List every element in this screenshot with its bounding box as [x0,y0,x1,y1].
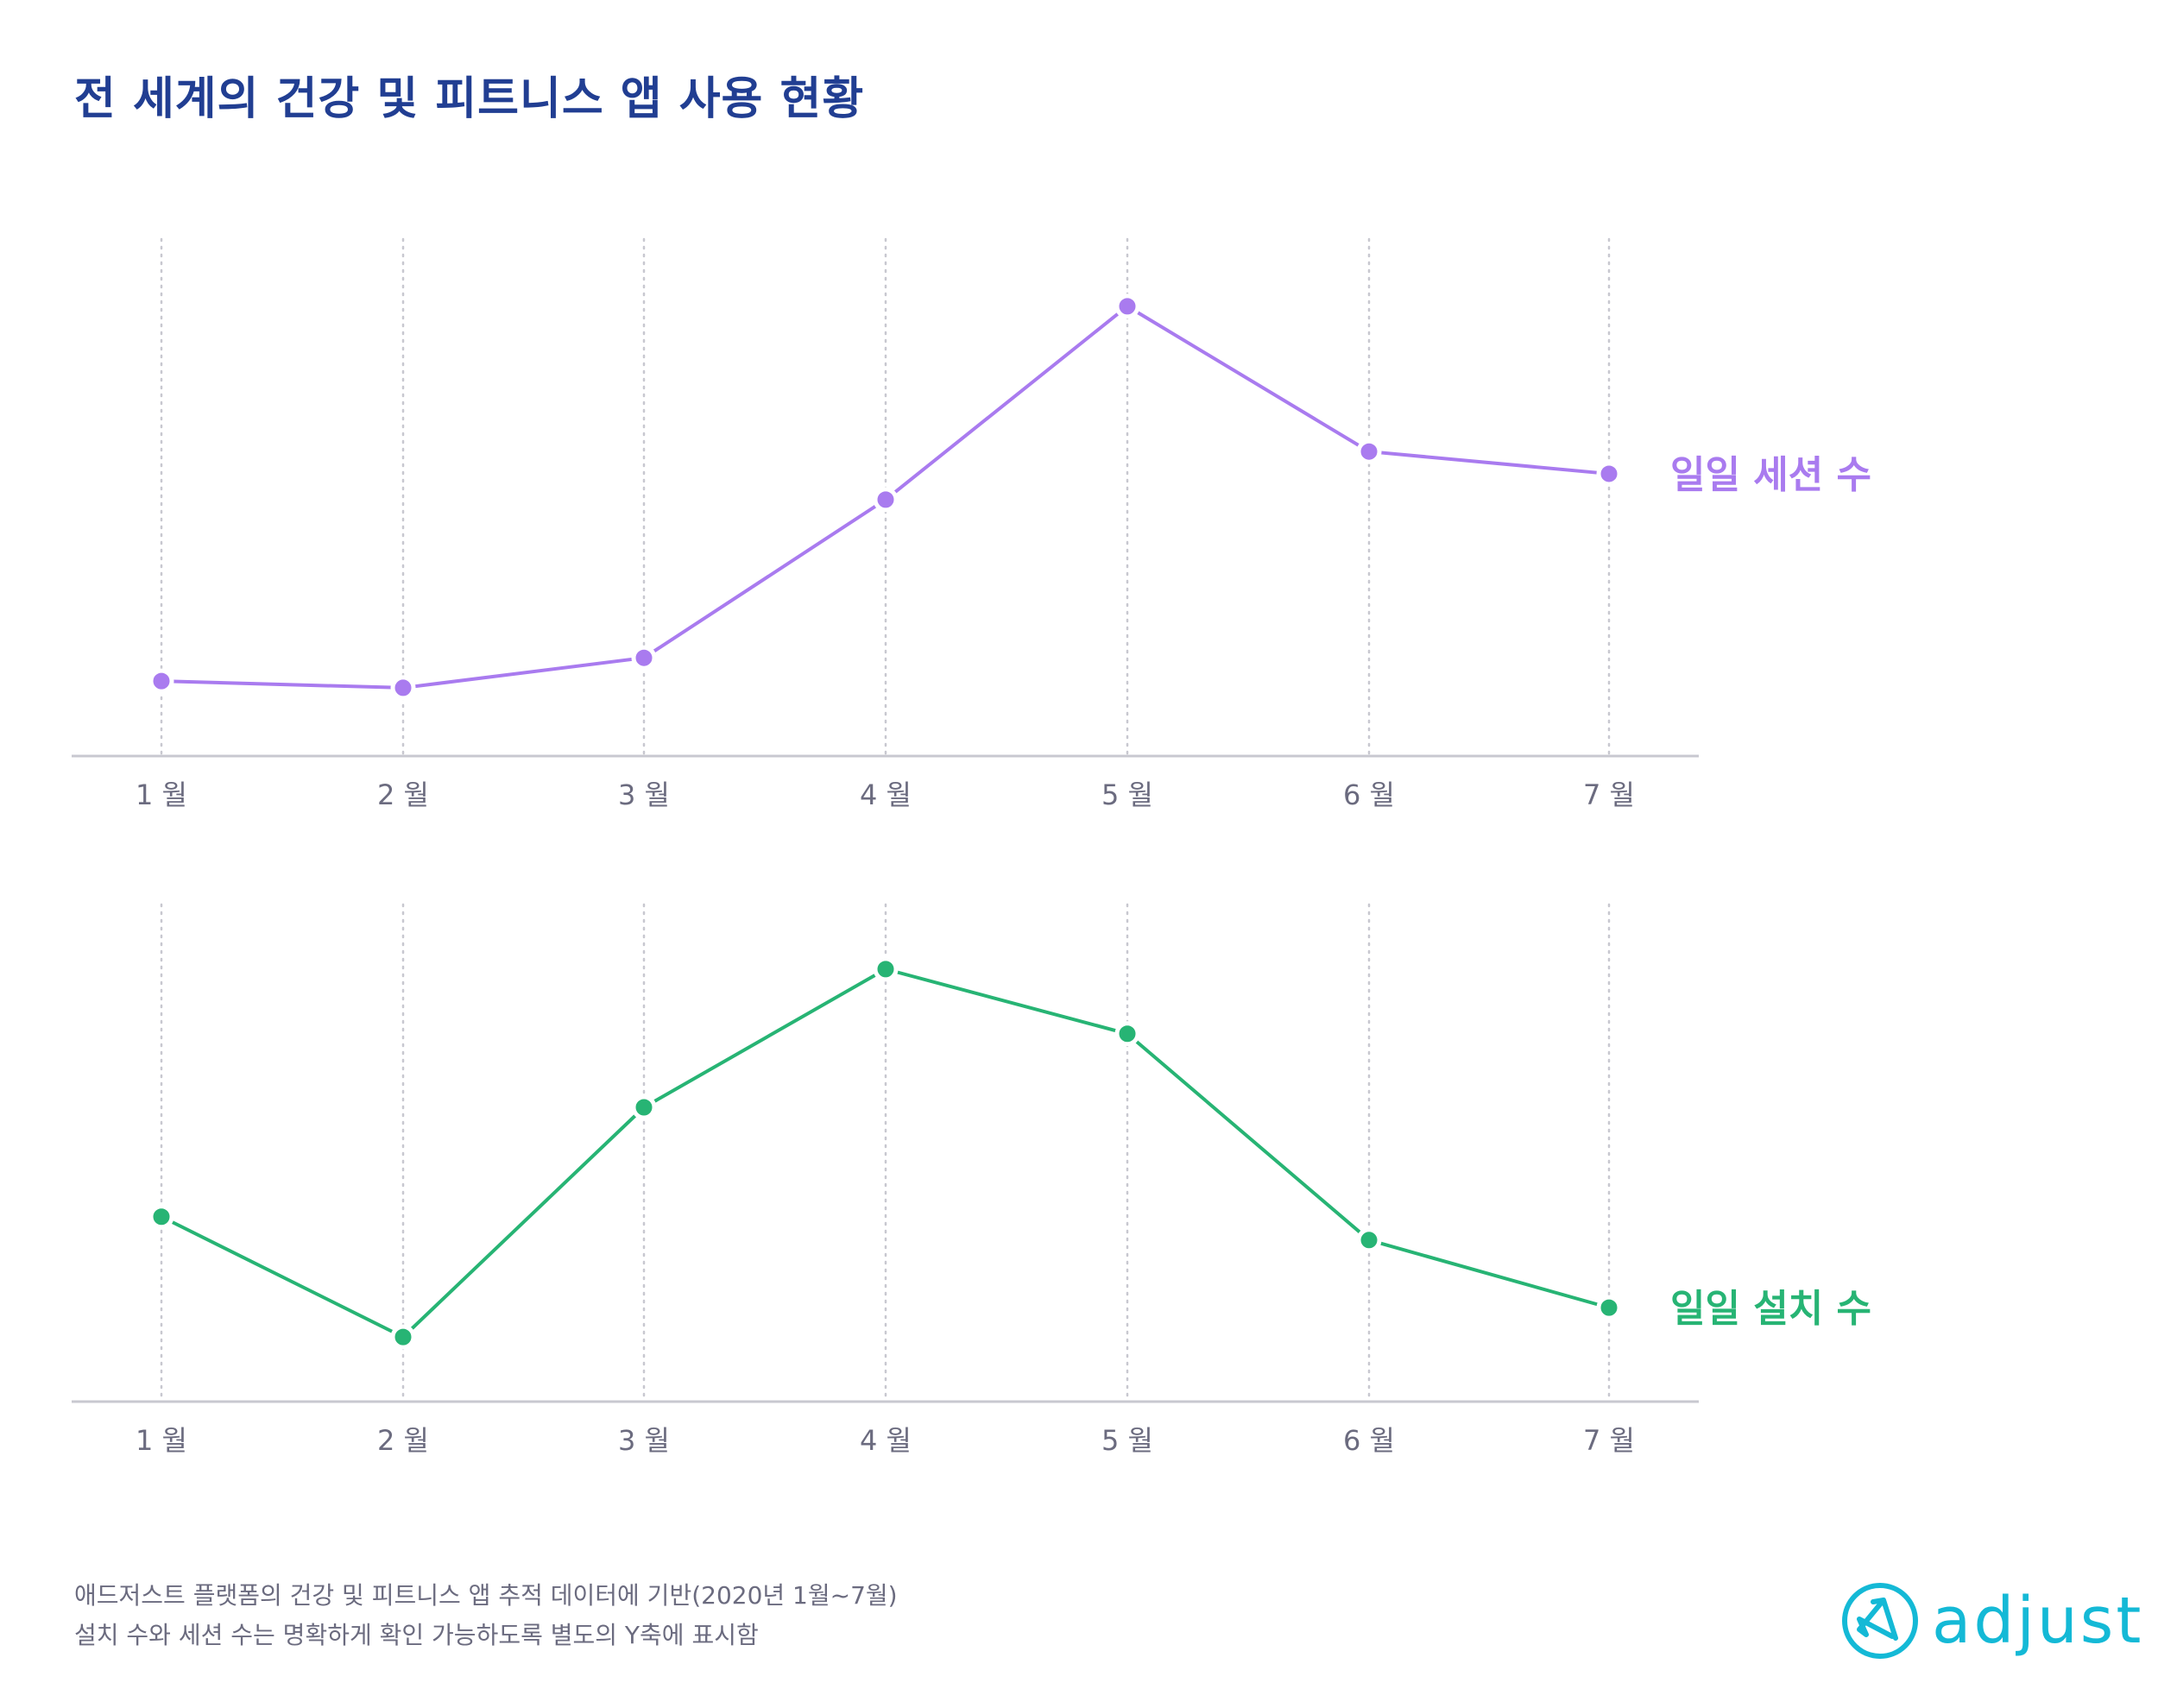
x-tick-label: 4 월 [860,778,912,811]
sessions-point-5 [1114,293,1140,319]
installs-chart: 1 월 2 월 3 월 4 월 5 월 6 월 7 월 일일 설치 수 [72,903,1871,1457]
x-tick-label: 4 월 [860,1424,912,1457]
x-tick-label: 3 월 [618,1424,670,1457]
sessions-point-6 [1356,438,1382,464]
x-tick-label: 2 월 [377,1424,429,1457]
x-tick-label: 3 월 [618,778,670,811]
installs-point-3 [631,1094,657,1120]
x-tick-label: 7 월 [1583,778,1635,811]
x-tick-label: 6 월 [1343,778,1395,811]
sessions-series-label: 일일 세션 수 [1670,453,1871,497]
installs-point-5 [1114,1021,1140,1047]
installs-point-6 [1356,1227,1382,1253]
installs-series-label: 일일 설치 수 [1670,1287,1871,1331]
installs-point-7 [1596,1295,1622,1320]
sessions-point-4 [873,487,899,513]
logo-wordmark: adjust [1932,1584,2144,1658]
page-title: 전 세계의 건강 및 피트니스 앱 사용 현황 [74,73,865,125]
sessions-point-1 [148,668,174,694]
x-tick-label: 7 월 [1583,1424,1635,1457]
sessions-chart: 1 월 2 월 3 월 4 월 5 월 6 월 7 월 일일 세션 수 [72,237,1871,811]
installs-point-4 [873,956,899,982]
adjust-logo: adjust [1840,1581,2143,1661]
installs-point-1 [148,1204,174,1230]
x-tick-label: 5 월 [1101,778,1153,811]
x-tick-label: 1 월 [136,778,187,811]
x-tick-label: 2 월 [377,778,429,811]
sessions-point-7 [1596,461,1622,487]
adjust-logo-icon [1842,1583,1918,1659]
x-tick-label: 1 월 [136,1424,187,1457]
sessions-point-2 [390,675,416,701]
installs-point-2 [390,1324,416,1350]
x-tick-label: 5 월 [1101,1424,1153,1457]
footnote-line-2: 설치 수와 세션 수는 명확하게 확인 가능하도록 별도의 Y축에 표시함 [74,1621,759,1649]
footnote: 애드저스트 플랫폼의 건강 및 피트니스 앱 추적 데이터에 기반(2020년 … [74,1576,898,1655]
sessions-point-3 [631,645,657,671]
footnote-line-1: 애드저스트 플랫폼의 건강 및 피트니스 앱 추적 데이터에 기반(2020년 … [74,1581,898,1610]
x-tick-label: 6 월 [1343,1424,1395,1457]
